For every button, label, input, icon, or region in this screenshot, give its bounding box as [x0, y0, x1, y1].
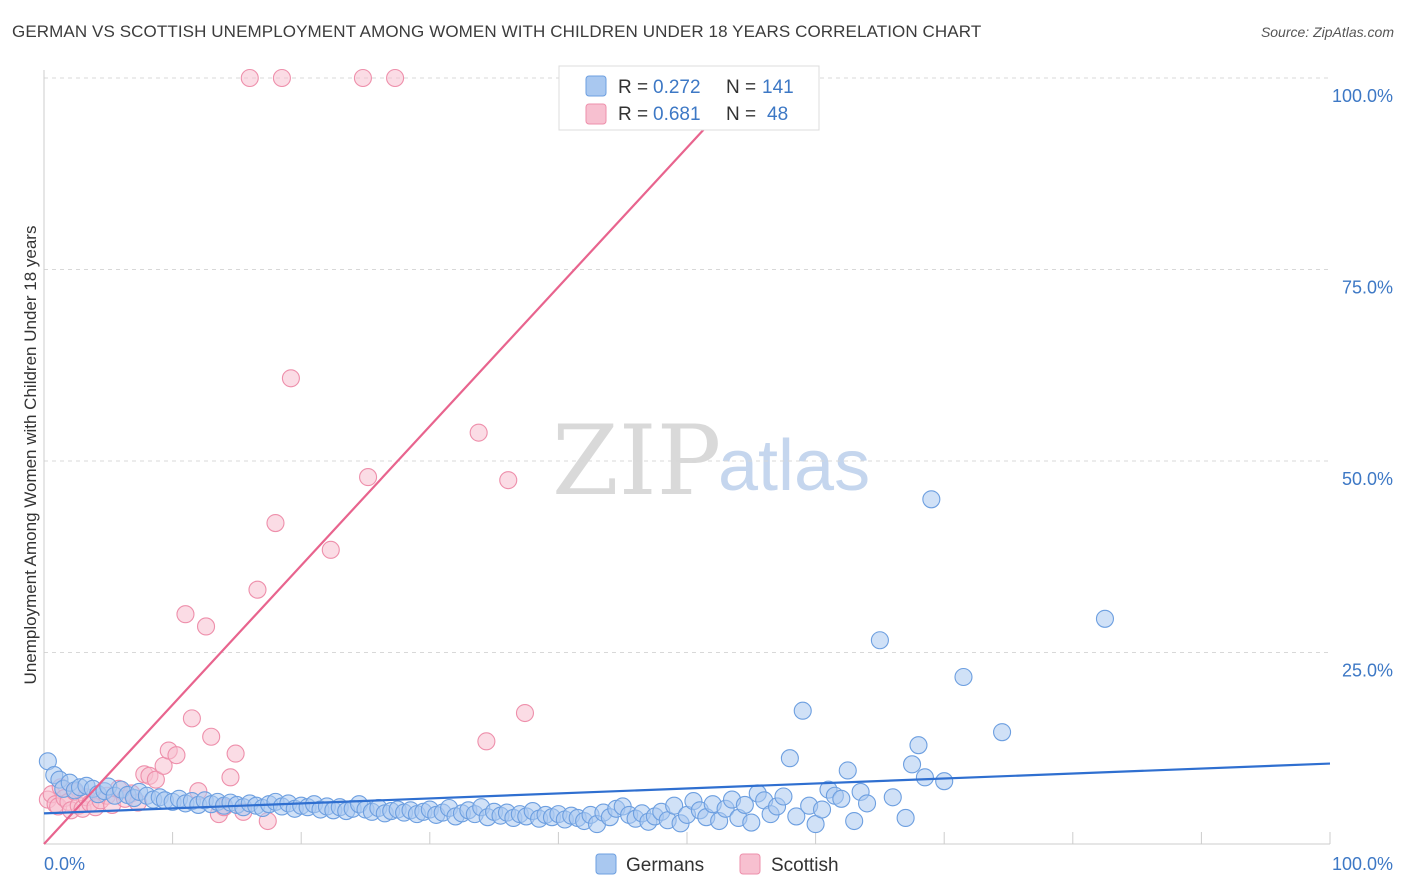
y-tick-label-3: 100.0%	[1332, 86, 1393, 106]
scottish-point-35	[226, 744, 245, 763]
german-point-132	[896, 808, 915, 828]
scottish-points	[38, 68, 582, 831]
scottish-point-50	[515, 703, 535, 723]
scottish-point-31	[202, 727, 221, 746]
german-point-99	[665, 796, 684, 815]
german-point-133	[902, 755, 922, 774]
scottish-point-28	[182, 709, 201, 728]
legend-swatch-scottish	[585, 103, 607, 125]
german-point-140	[1095, 609, 1114, 628]
german-point-139	[993, 723, 1012, 742]
scottish-point-41	[272, 68, 291, 88]
german-point-127	[845, 811, 864, 831]
german-point-126	[838, 761, 857, 780]
y-axis-tick-labels: 25.0% 50.0% 75.0% 100.0%	[1332, 86, 1393, 681]
x-tick-label-min: 0.0%	[44, 854, 85, 874]
scottish-point-37	[240, 68, 259, 88]
bottom-legend-swatch-germans	[595, 853, 617, 875]
scottish-point-44	[353, 68, 372, 88]
x-axis-ticks	[43, 832, 1331, 844]
german-point-118	[787, 807, 806, 826]
scottish-point-30	[196, 617, 216, 636]
german-point-119	[793, 701, 812, 720]
scottish-point-38	[248, 580, 267, 599]
legend-n-value-scottish: 48	[767, 104, 788, 125]
legend-r-value-germans: 0.272	[653, 77, 701, 98]
german-trend-line	[43, 762, 1331, 815]
gridlines	[44, 77, 1330, 653]
scottish-point-46	[386, 68, 405, 88]
y-tick-label-0: 25.0%	[1342, 661, 1393, 681]
german-point-130	[870, 631, 889, 650]
german-point-117	[780, 749, 799, 768]
legend-r-value-scottish: 0.681	[653, 104, 701, 125]
y-tick-label-1: 50.0%	[1342, 469, 1393, 489]
legend-r-label-germans: R =	[618, 77, 648, 98]
y-tick-label-2: 75.0%	[1342, 278, 1393, 298]
german-point-136	[922, 490, 941, 509]
german-point-134	[909, 736, 928, 755]
scottish-point-47	[469, 423, 488, 442]
scottish-point-43	[321, 540, 340, 559]
scottish-point-23	[146, 770, 165, 789]
german-point-110	[735, 795, 754, 814]
scottish-point-40	[266, 513, 285, 533]
german-point-138	[954, 667, 973, 687]
german-points	[38, 490, 1114, 834]
german-point-125	[832, 789, 851, 808]
scottish-point-45	[359, 468, 378, 487]
bottom-legend-swatch-scottish	[739, 853, 761, 875]
german-point-111	[742, 813, 761, 832]
german-point-129	[857, 794, 877, 813]
chart-title: GERMAN VS SCOTTISH UNEMPLOYMENT AMONG WO…	[12, 22, 982, 41]
y-axis-label: Unemployment Among Women with Children U…	[21, 226, 40, 685]
scottish-point-27	[176, 605, 195, 624]
source-credit: Source: ZipAtlas.com	[1260, 24, 1394, 40]
correlation-legend: R = 0.272 N = 141 R = 0.681 N = 48	[558, 65, 820, 131]
german-point-137	[935, 772, 954, 791]
german-point-131	[883, 788, 902, 807]
legend-swatch-germans	[585, 75, 607, 97]
legend-n-label-scottish: N =	[726, 104, 756, 125]
scottish-point-42	[281, 369, 300, 388]
x-tick-label-max: 100.0%	[1332, 854, 1393, 874]
german-point-135	[915, 768, 934, 787]
bottom-legend-label-germans: Germans	[626, 855, 704, 876]
bottom-legend-label-scottish: Scottish	[771, 855, 839, 876]
german-point-116	[774, 787, 793, 806]
watermark-atlas-text: atlas	[718, 426, 870, 506]
scottish-point-48	[477, 732, 496, 751]
scottish-point-26	[167, 746, 186, 765]
scottish-point-34	[221, 768, 240, 787]
legend-n-value-germans: 141	[762, 77, 794, 98]
scottish-trend-line	[43, 77, 753, 845]
series-legend: Germans Scottish	[595, 853, 839, 876]
legend-n-label-germans: N =	[726, 77, 756, 98]
legend-r-label-scottish: R =	[618, 104, 648, 125]
german-point-122	[812, 800, 832, 819]
scottish-point-49	[499, 471, 518, 490]
